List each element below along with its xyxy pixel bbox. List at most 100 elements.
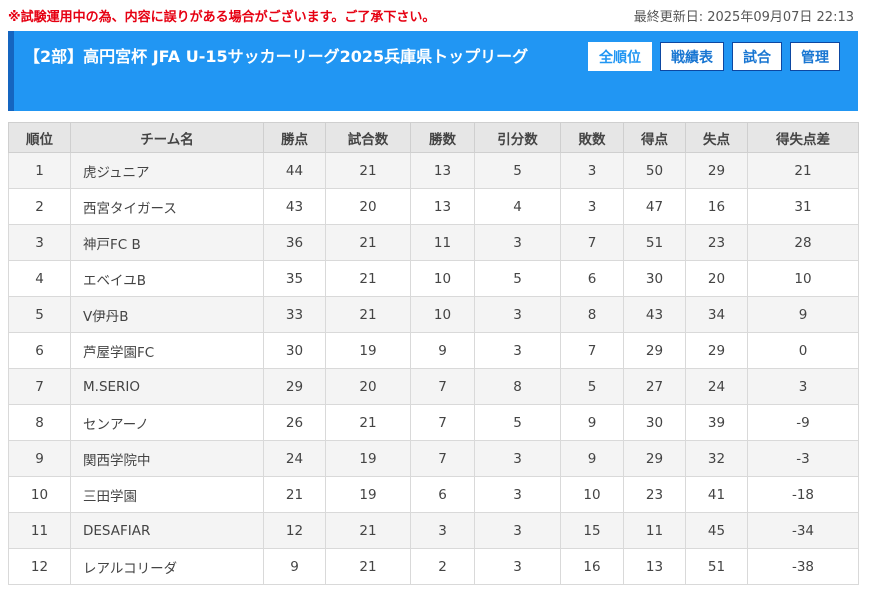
- last-updated: 最終更新日: 2025年09月07日 22:13: [633, 10, 854, 25]
- standings-table: 順位 チーム名 勝点 試合数 勝数 引分数 敗数 得点 失点 得失点差 1 虎ジュ…: [8, 122, 859, 585]
- played-cell: 21: [325, 512, 411, 549]
- played-cell: 19: [325, 332, 411, 369]
- goals-for-cell: 29: [623, 332, 686, 369]
- rank-cell: 3: [8, 224, 71, 261]
- team-name-cell[interactable]: センアーノ: [70, 404, 264, 441]
- table-row: 4 エベイユB 35 21 10 5 6 30 20 10: [8, 260, 859, 297]
- goals-against-cell: 24: [685, 368, 748, 405]
- team-name-cell[interactable]: 虎ジュニア: [70, 152, 264, 189]
- col-goals-against: 失点: [685, 122, 748, 153]
- goal-diff-cell: 21: [747, 152, 859, 189]
- draws-cell: 3: [474, 224, 561, 261]
- losses-cell: 5: [560, 368, 624, 405]
- nav-all-standings-button[interactable]: 全順位: [588, 42, 652, 71]
- draws-cell: 3: [474, 440, 561, 477]
- table-row: 2 西宮タイガース 43 20 13 4 3 47 16 31: [8, 188, 859, 225]
- team-name-cell[interactable]: V伊丹B: [70, 296, 264, 333]
- goals-against-cell: 29: [685, 332, 748, 369]
- losses-cell: 10: [560, 476, 624, 513]
- goals-against-cell: 23: [685, 224, 748, 261]
- standings-header: 順位 チーム名 勝点 試合数 勝数 引分数 敗数 得点 失点 得失点差: [8, 122, 859, 153]
- goal-diff-cell: -3: [747, 440, 859, 477]
- wins-cell: 9: [410, 332, 475, 369]
- team-name-cell[interactable]: 西宮タイガース: [70, 188, 264, 225]
- table-row: 10 三田学園 21 19 6 3 10 23 41 -18: [8, 476, 859, 513]
- draws-cell: 5: [474, 404, 561, 441]
- goals-for-cell: 23: [623, 476, 686, 513]
- team-name-cell[interactable]: 三田学園: [70, 476, 264, 513]
- played-cell: 19: [325, 476, 411, 513]
- rank-cell: 10: [8, 476, 71, 513]
- played-cell: 21: [325, 296, 411, 333]
- team-name-cell[interactable]: 芦屋学園FC: [70, 332, 264, 369]
- losses-cell: 9: [560, 404, 624, 441]
- goals-against-cell: 32: [685, 440, 748, 477]
- wins-cell: 10: [410, 260, 475, 297]
- losses-cell: 7: [560, 224, 624, 261]
- rank-cell: 11: [8, 512, 71, 549]
- goal-diff-cell: -9: [747, 404, 859, 441]
- goal-diff-cell: 9: [747, 296, 859, 333]
- losses-cell: 3: [560, 188, 624, 225]
- rank-cell: 4: [8, 260, 71, 297]
- col-draws: 引分数: [474, 122, 561, 153]
- goals-against-cell: 34: [685, 296, 748, 333]
- team-name-cell[interactable]: DESAFIAR: [70, 512, 264, 549]
- draws-cell: 3: [474, 512, 561, 549]
- rank-cell: 8: [8, 404, 71, 441]
- points-cell: 9: [263, 548, 326, 585]
- goals-against-cell: 39: [685, 404, 748, 441]
- draws-cell: 5: [474, 260, 561, 297]
- team-name-cell[interactable]: エベイユB: [70, 260, 264, 297]
- points-cell: 12: [263, 512, 326, 549]
- rank-cell: 12: [8, 548, 71, 585]
- rank-cell: 5: [8, 296, 71, 333]
- goals-for-cell: 30: [623, 260, 686, 297]
- team-name-cell[interactable]: 関西学院中: [70, 440, 264, 477]
- losses-cell: 9: [560, 440, 624, 477]
- rank-cell: 2: [8, 188, 71, 225]
- col-points: 勝点: [263, 122, 326, 153]
- table-row: 3 神戸FC B 36 21 11 3 7 51 23 28: [8, 224, 859, 261]
- goal-diff-cell: 0: [747, 332, 859, 369]
- goals-for-cell: 11: [623, 512, 686, 549]
- nav-results-table-button[interactable]: 戦績表: [660, 42, 724, 71]
- points-cell: 24: [263, 440, 326, 477]
- league-title: 【2部】高円宮杯 JFA U-15サッカーリーグ2025兵庫県トップリーグ: [24, 47, 529, 66]
- goals-for-cell: 27: [623, 368, 686, 405]
- played-cell: 21: [325, 224, 411, 261]
- goal-diff-cell: -18: [747, 476, 859, 513]
- league-header: 【2部】高円宮杯 JFA U-15サッカーリーグ2025兵庫県トップリーグ 全順…: [8, 31, 858, 111]
- goal-diff-cell: 10: [747, 260, 859, 297]
- col-rank: 順位: [8, 122, 71, 153]
- points-cell: 36: [263, 224, 326, 261]
- played-cell: 20: [325, 188, 411, 225]
- col-wins: 勝数: [410, 122, 475, 153]
- losses-cell: 15: [560, 512, 624, 549]
- nav-matches-button[interactable]: 試合: [732, 42, 782, 71]
- rank-cell: 9: [8, 440, 71, 477]
- played-cell: 21: [325, 260, 411, 297]
- played-cell: 21: [325, 152, 411, 189]
- team-name-cell[interactable]: レアルコリーダ: [70, 548, 264, 585]
- goal-diff-cell: 31: [747, 188, 859, 225]
- team-name-cell[interactable]: 神戸FC B: [70, 224, 264, 261]
- wins-cell: 2: [410, 548, 475, 585]
- goal-diff-cell: -34: [747, 512, 859, 549]
- goals-for-cell: 50: [623, 152, 686, 189]
- rank-cell: 7: [8, 368, 71, 405]
- wins-cell: 10: [410, 296, 475, 333]
- draws-cell: 8: [474, 368, 561, 405]
- team-name-cell[interactable]: M.SERIO: [70, 368, 264, 405]
- col-played: 試合数: [325, 122, 411, 153]
- goals-for-cell: 29: [623, 440, 686, 477]
- rank-cell: 6: [8, 332, 71, 369]
- played-cell: 20: [325, 368, 411, 405]
- losses-cell: 7: [560, 332, 624, 369]
- table-row: 12 レアルコリーダ 9 21 2 3 16 13 51 -38: [8, 548, 859, 585]
- col-goal-diff: 得失点差: [747, 122, 859, 153]
- losses-cell: 8: [560, 296, 624, 333]
- header-row: 順位 チーム名 勝点 試合数 勝数 引分数 敗数 得点 失点 得失点差: [8, 122, 859, 153]
- points-cell: 26: [263, 404, 326, 441]
- nav-admin-button[interactable]: 管理: [790, 42, 840, 71]
